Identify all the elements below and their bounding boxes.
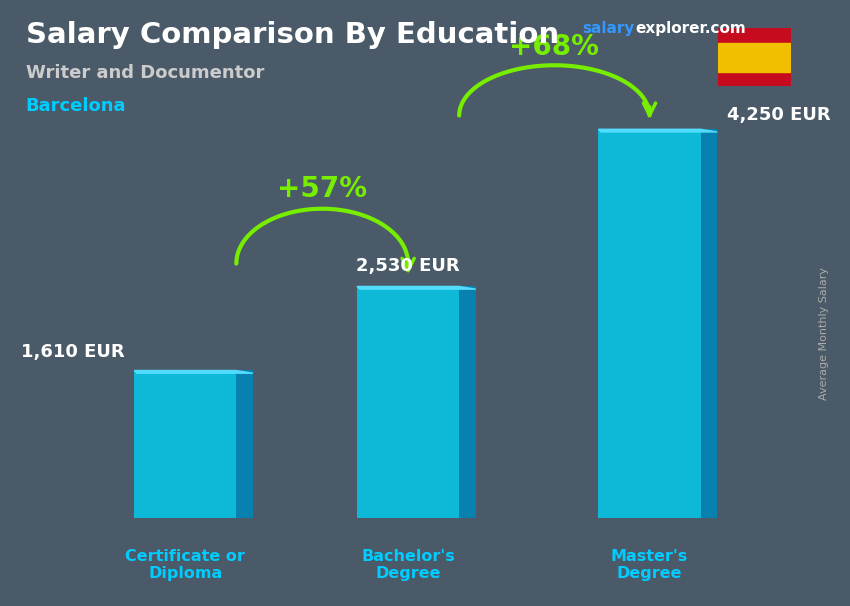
Text: Writer and Documentor: Writer and Documentor <box>26 64 264 82</box>
Text: 1,610 EUR: 1,610 EUR <box>21 344 125 361</box>
Polygon shape <box>134 370 253 373</box>
Bar <box>134 370 236 518</box>
Text: Certificate or
Diploma: Certificate or Diploma <box>125 548 245 581</box>
Text: Barcelona: Barcelona <box>26 97 126 115</box>
Text: 4,250 EUR: 4,250 EUR <box>727 106 830 124</box>
Bar <box>700 129 717 518</box>
Text: Master's
Degree: Master's Degree <box>611 548 688 581</box>
Polygon shape <box>357 287 476 289</box>
Text: Bachelor's
Degree: Bachelor's Degree <box>361 548 455 581</box>
Bar <box>357 287 459 518</box>
Bar <box>236 370 253 518</box>
Bar <box>459 287 476 518</box>
Bar <box>598 129 700 518</box>
Polygon shape <box>598 129 717 132</box>
Text: 2,530 EUR: 2,530 EUR <box>356 256 460 275</box>
Text: explorer.com: explorer.com <box>635 21 745 36</box>
Bar <box>718 43 791 72</box>
Text: +57%: +57% <box>277 175 367 203</box>
Text: +68%: +68% <box>509 33 599 61</box>
Text: Average Monthly Salary: Average Monthly Salary <box>819 267 829 400</box>
Text: Salary Comparison By Education: Salary Comparison By Education <box>26 21 558 49</box>
Text: salary: salary <box>582 21 635 36</box>
